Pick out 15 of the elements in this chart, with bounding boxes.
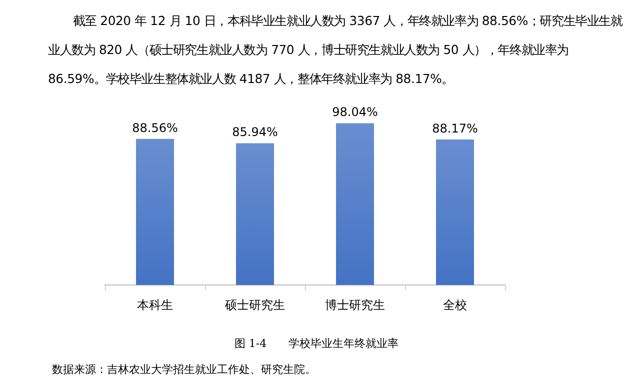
bar <box>336 123 374 285</box>
data-label: 85.94% <box>232 125 278 140</box>
data-label: 88.56% <box>132 120 178 135</box>
bar <box>136 138 174 285</box>
x-tick-label: 全校 <box>443 298 467 312</box>
bar <box>236 143 274 285</box>
source-note: 数据来源：吉林农业大学招生就业工作处、研究生院。 <box>52 362 316 377</box>
data-label: 88.17% <box>432 122 478 136</box>
bar <box>436 140 474 285</box>
x-tick-label: 博士研究生 <box>325 298 385 312</box>
text: 图 1-4 学校毕业生年终就业率 <box>233 336 400 351</box>
data-label: 98.04% <box>332 105 378 120</box>
x-tick-label: 本科生 <box>137 298 173 312</box>
chart-subtitle: 截至 2020 年 12 月 10 日，本科毕业生就业人数为 3367 人，年终就业率为 88.56%；研究生毕业生就业人数为 820 人（硕士研究生就业人数为 770 人，博士研究生就业人数为 50 人），年终就业率为 86.59%。学校毕业生整体就业人数 4187 人，整体年终就业率为 88.17%。 <box>48 12 624 88</box>
x-tick-label: 硕士研究生 <box>224 298 285 312</box>
